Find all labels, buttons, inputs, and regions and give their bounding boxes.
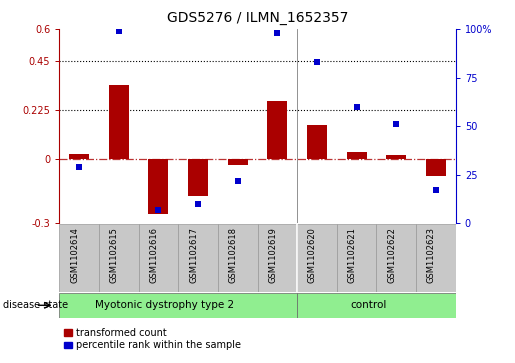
Text: Myotonic dystrophy type 2: Myotonic dystrophy type 2 (95, 300, 234, 310)
Point (432, 187, 440, 193)
Text: GSM1102622: GSM1102622 (387, 227, 397, 282)
Bar (386, 155, 406, 159)
Bar (416, 224, 456, 292)
Text: GSM1102616: GSM1102616 (149, 227, 159, 283)
Bar (218, 224, 258, 292)
Point (114, 28, 123, 34)
Bar (99, 224, 139, 292)
Point (194, 201, 202, 207)
Bar (337, 224, 376, 292)
Bar (347, 152, 367, 159)
Legend: transformed count, percentile rank within the sample: transformed count, percentile rank withi… (64, 328, 241, 350)
Bar (297, 224, 337, 292)
Text: GSM1102618: GSM1102618 (229, 227, 238, 283)
Point (154, 207, 162, 213)
Bar (228, 159, 248, 165)
Text: GSM1102623: GSM1102623 (427, 227, 436, 283)
Point (352, 104, 360, 110)
Point (75, 164, 83, 170)
Title: GDS5276 / ILMN_1652357: GDS5276 / ILMN_1652357 (167, 11, 348, 25)
Point (313, 59, 321, 65)
Text: GSM1102615: GSM1102615 (110, 227, 118, 282)
Bar (59, 224, 99, 292)
Text: GSM1102621: GSM1102621 (348, 227, 356, 282)
Text: GSM1102617: GSM1102617 (189, 227, 198, 283)
Bar (109, 85, 129, 159)
Bar (69, 154, 89, 159)
Point (233, 178, 242, 183)
Bar (307, 125, 327, 159)
Point (273, 30, 281, 36)
Text: GSM1102614: GSM1102614 (70, 227, 79, 282)
Bar (139, 224, 178, 292)
Bar (59, 293, 297, 318)
Bar (267, 101, 287, 159)
Point (392, 121, 401, 127)
Text: disease state: disease state (3, 300, 67, 310)
Bar (188, 159, 208, 196)
Text: control: control (350, 300, 387, 310)
Bar (148, 159, 168, 213)
Bar (426, 159, 446, 176)
Bar (297, 293, 476, 318)
Bar (376, 224, 416, 292)
Text: GSM1102619: GSM1102619 (268, 227, 277, 282)
Bar (258, 224, 297, 292)
Text: GSM1102620: GSM1102620 (308, 227, 317, 282)
Bar (178, 224, 218, 292)
